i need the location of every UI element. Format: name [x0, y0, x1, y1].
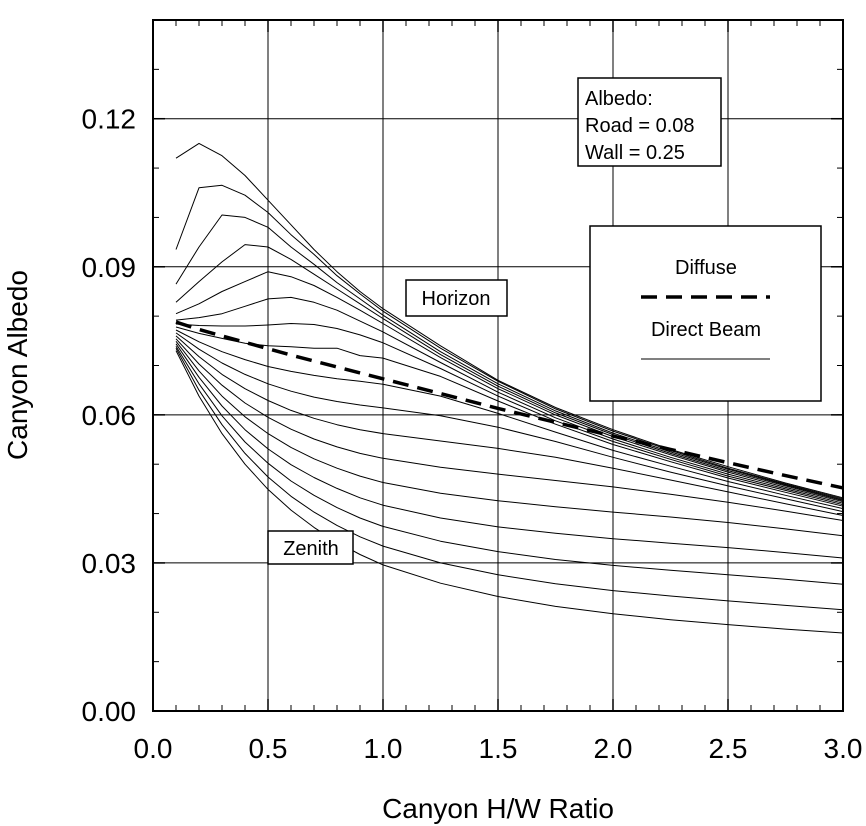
series-line-direct-beam-8	[175, 326, 844, 507]
legend-label-direct-beam: Direct Beam	[651, 319, 761, 341]
albedo-road: Road = 0.08	[585, 115, 695, 137]
albedo-wall: Wall = 0.25	[585, 142, 685, 164]
legend-box	[589, 225, 822, 402]
series-group	[175, 142, 844, 634]
series-line-diffuse	[175, 320, 844, 490]
series-line-direct-beam-4	[175, 244, 844, 502]
x-tick-label: 0.0	[134, 733, 173, 764]
zenith-label: Zenith	[283, 538, 339, 560]
tick-labels: 0.0 0.5 1.0 1.5 2.0 2.5 3.0 0.00 0.03 0.06 0.09 0.1…	[82, 104, 863, 764]
y-tick-label: 0.12	[82, 104, 137, 135]
series-line-direct-beam-5	[175, 271, 844, 503]
series-line-direct-beam-14	[175, 343, 844, 559]
series-line-direct-beam-7	[175, 323, 844, 506]
series-line-direct-beam-10	[175, 332, 844, 513]
y-axis-title: Canyon Albedo	[2, 270, 33, 460]
legend-label-diffuse: Diffuse	[675, 257, 737, 279]
albedo-title: Albedo:	[585, 88, 653, 110]
series-line-direct-beam-16	[175, 347, 844, 611]
y-tick-label: 0.09	[82, 252, 137, 283]
x-tick-label: 2.0	[594, 733, 633, 764]
x-tick-label: 1.5	[479, 733, 518, 764]
x-tick-label: 2.5	[709, 733, 748, 764]
x-tick-label: 1.0	[364, 733, 403, 764]
ticks	[152, 19, 844, 712]
albedo-annotation-box	[577, 77, 722, 167]
series-line-direct-beam-3	[175, 214, 844, 501]
x-tick-label: 0.5	[249, 733, 288, 764]
series-line-direct-beam-13	[175, 340, 844, 537]
horizon-label-box	[405, 279, 508, 317]
zenith-label-box	[267, 530, 354, 565]
horizon-label: Horizon	[422, 288, 491, 310]
series-line-direct-beam-15	[175, 346, 844, 585]
series-line-direct-beam-12	[175, 338, 844, 521]
series-line-direct-beam-11	[175, 335, 844, 516]
series-line-direct-beam-17	[175, 350, 844, 634]
y-tick-label: 0.06	[82, 400, 137, 431]
x-tick-label: 3.0	[824, 733, 863, 764]
series-line-direct-beam-1	[175, 142, 844, 499]
series-line-direct-beam-2	[175, 184, 844, 500]
series-line-direct-beam-6	[175, 296, 844, 504]
series-line-direct-beam-9	[175, 329, 844, 510]
y-tick-label: 0.03	[82, 548, 137, 579]
x-axis-title: Canyon H/W Ratio	[382, 793, 614, 824]
y-tick-label: 0.00	[82, 696, 137, 727]
